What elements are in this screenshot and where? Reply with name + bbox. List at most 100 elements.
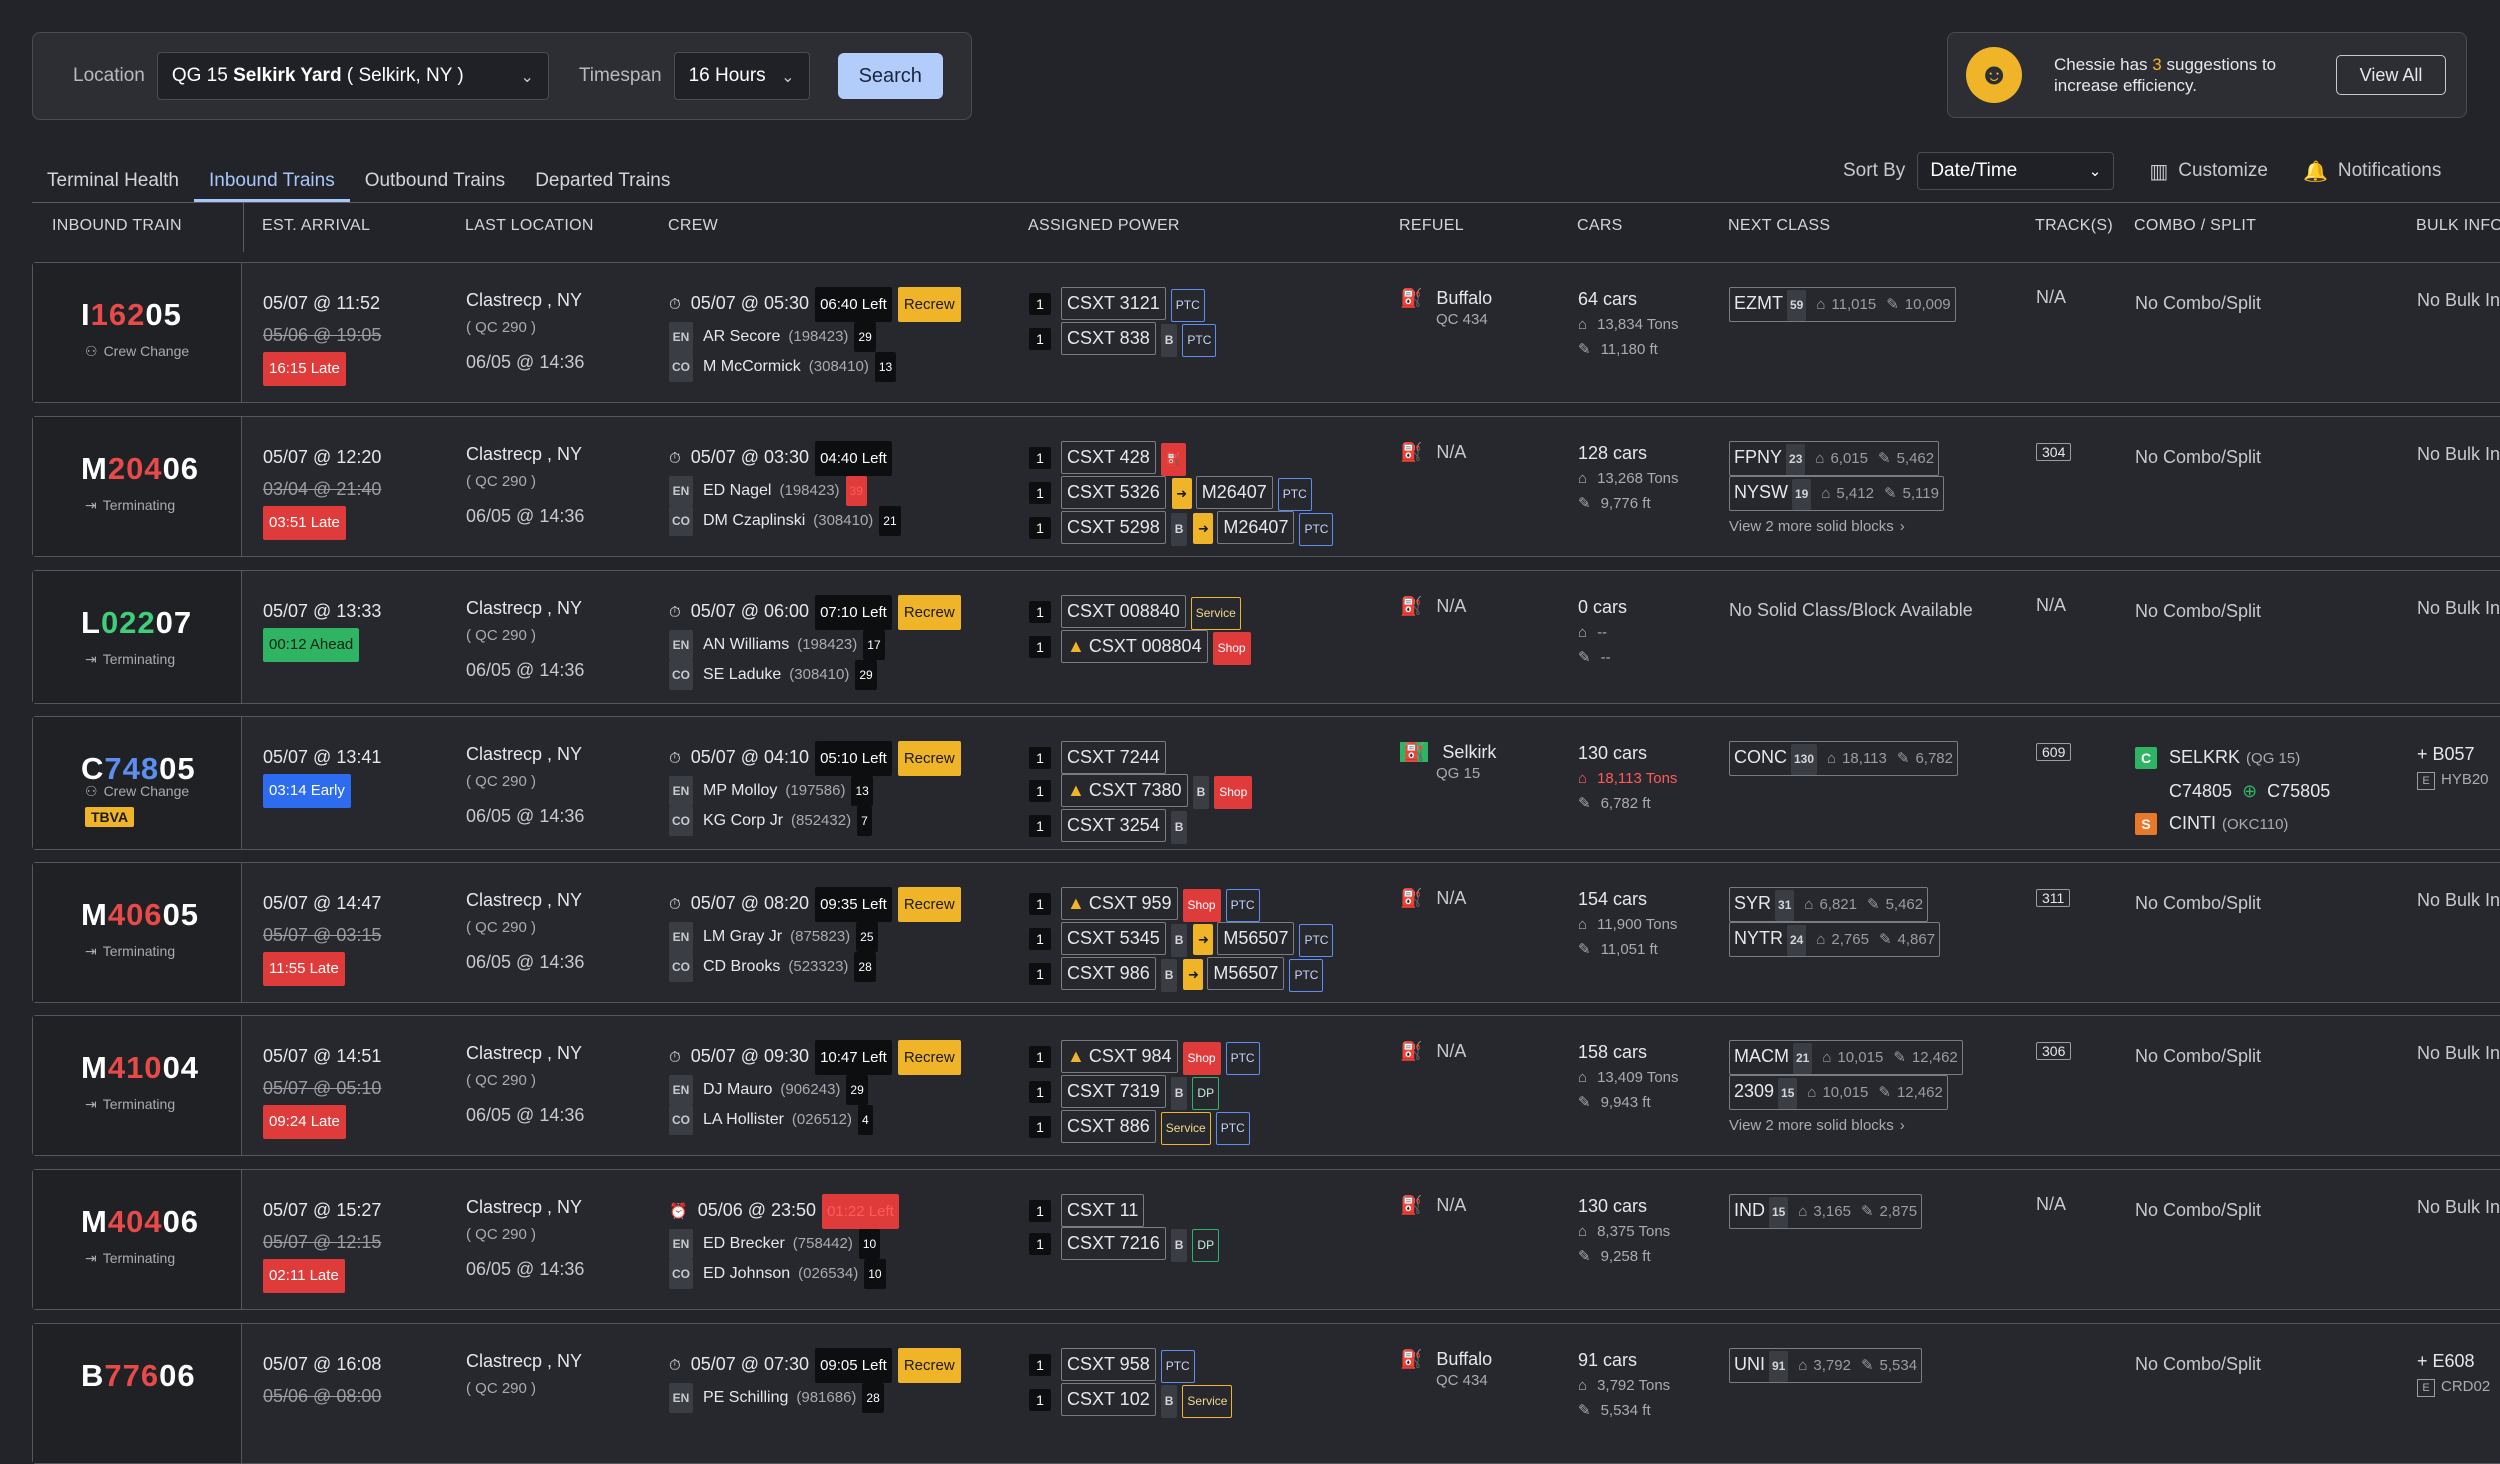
train-id[interactable]: M40406 bbox=[81, 1204, 199, 1240]
class-block[interactable]: CONC 130 ⌂ 18,113 ✎ 6,782 bbox=[1729, 741, 1958, 776]
locomotive-id[interactable]: CSXT 008840 bbox=[1061, 595, 1186, 628]
notifications-button[interactable]: 🔔 Notifications bbox=[2303, 159, 2441, 184]
tab-inbound-trains[interactable]: Inbound Trains bbox=[194, 160, 350, 202]
view-more-link[interactable]: View 2 more solid blocks › bbox=[1729, 511, 1944, 542]
locomotive-id[interactable]: CSXT 428 bbox=[1061, 441, 1156, 474]
class-car-count: 23 bbox=[1786, 444, 1806, 475]
locomotive-id[interactable]: CSXT 7319 bbox=[1061, 1075, 1166, 1108]
class-code: CONC bbox=[1734, 747, 1787, 767]
view-all-button[interactable]: View All bbox=[2336, 55, 2446, 95]
table-row[interactable]: B77606 05/07 @ 16:08 05/06 @ 08:00 Clastrec… bbox=[32, 1323, 2500, 1464]
tab-terminal-health[interactable]: Terminal Health bbox=[47, 170, 179, 191]
locomotive-id[interactable]: CSXT 7216 bbox=[1061, 1227, 1166, 1260]
conductor-row: CO KG Corp Jr (852432) 7 bbox=[669, 806, 961, 836]
train-id-cell[interactable]: B77606 bbox=[33, 1324, 242, 1463]
class-block[interactable]: FPNY 23 ⌂ 6,015 ✎ 5,462 bbox=[1729, 441, 1940, 476]
class-block[interactable]: 2309 15 ⌂ 10,015 ✎ 12,462 bbox=[1729, 1075, 1948, 1110]
locomotive-row[interactable]: 1 CSXT 5326 ➜ M26407 PTC bbox=[1029, 476, 1333, 511]
locomotive-row[interactable]: 1 CSXT 5345 B ➜ M56507 PTC bbox=[1029, 922, 1334, 957]
locomotive-id[interactable]: CSXT 11 bbox=[1061, 1194, 1145, 1227]
locomotive-id[interactable]: CSXT 5345 bbox=[1061, 922, 1166, 955]
customize-button[interactable]: ▥ Customize bbox=[2149, 159, 2268, 184]
bulk-info: + B057 bbox=[2417, 744, 2475, 764]
class-block[interactable]: NYSW 19 ⌂ 5,412 ✎ 5,119 bbox=[1729, 476, 1944, 511]
locomotive-row[interactable]: 1 CSXT 7244 bbox=[1029, 741, 1252, 774]
tab-outbound-trains[interactable]: Outbound Trains bbox=[364, 170, 506, 191]
locomotive-row[interactable]: 1 CSXT 5298 B ➜ M26407 PTC bbox=[1029, 511, 1334, 546]
table-row[interactable]: I16205 ⚇ Crew Change 05/07 @ 11:52 05/06 @ 1… bbox=[32, 262, 2500, 403]
locomotive-row[interactable]: 1 ▲ CSXT 959 Shop PTC bbox=[1029, 887, 1333, 922]
train-id-cell[interactable]: C74805 ⚇ Crew Change TBVA bbox=[33, 717, 242, 849]
class-block[interactable]: UNI 91 ⌂ 3,792 ✎ 5,534 bbox=[1729, 1348, 1923, 1383]
locomotive-id[interactable]: CSXT 958 bbox=[1061, 1348, 1156, 1381]
train-id[interactable]: M20406 bbox=[81, 451, 199, 487]
timespan-select[interactable]: 16 Hours ⌄ bbox=[673, 52, 810, 100]
table-row[interactable]: C74805 ⚇ Crew Change TBVA 05/07 @ 13:41 03:14… bbox=[32, 716, 2500, 850]
class-block[interactable]: EZMT 59 ⌂ 11,015 ✎ 10,009 bbox=[1729, 287, 1956, 322]
table-row[interactable]: M40605 ⇥ Terminating 05/07 @ 14:47 05/07 @ 0… bbox=[32, 862, 2500, 1003]
location-select[interactable]: QG 15 Selkirk Yard ( Selkirk, NY ) ⌄ bbox=[156, 52, 549, 100]
train-id[interactable]: L02207 bbox=[81, 605, 192, 641]
train-id[interactable]: C74805 bbox=[81, 751, 196, 787]
table-row[interactable]: L02207 ⇥ Terminating 05/07 @ 13:33 00:12 Ahe… bbox=[32, 570, 2500, 704]
train-id-cell[interactable]: I16205 ⚇ Crew Change bbox=[33, 263, 242, 402]
locomotive-row[interactable]: 1 ▲ CSXT 984 Shop PTC bbox=[1029, 1040, 1260, 1075]
locomotive-id[interactable]: CSXT 3254 bbox=[1061, 809, 1166, 842]
train-id-cell[interactable]: M41004 ⇥ Terminating bbox=[33, 1016, 242, 1155]
locomotive-row[interactable]: 1 CSXT 7216 B DP bbox=[1029, 1227, 1220, 1262]
combo-split-cell: No Combo/Split bbox=[2135, 1348, 2261, 1380]
tab-departed-trains[interactable]: Departed Trains bbox=[535, 170, 671, 191]
locomotive-id[interactable]: CSXT 838 bbox=[1061, 322, 1156, 355]
locomotive-id[interactable]: CSXT 3121 bbox=[1061, 287, 1166, 320]
train-id-cell[interactable]: L02207 ⇥ Terminating bbox=[33, 571, 242, 703]
locomotive-id[interactable]: CSXT 102 bbox=[1061, 1383, 1156, 1416]
train-id[interactable]: M41004 bbox=[81, 1050, 199, 1086]
locomotive-id[interactable]: CSXT 886 bbox=[1061, 1110, 1156, 1143]
locomotive-id[interactable]: ▲ CSXT 984 bbox=[1061, 1040, 1178, 1073]
class-block[interactable]: IND 15 ⌂ 3,165 ✎ 2,875 bbox=[1729, 1194, 1923, 1229]
table-row[interactable]: M40406 ⇥ Terminating 05/07 @ 15:27 05/07 @ 1… bbox=[32, 1169, 2500, 1310]
train-id[interactable]: M40605 bbox=[81, 897, 199, 933]
train-id[interactable]: B77606 bbox=[81, 1358, 196, 1394]
sort-select[interactable]: Date/Time ⌄ bbox=[1917, 152, 2115, 190]
crew-cell: ⏱ 05/07 @ 08:20 09:35 Left Recrew EN LM Gray … bbox=[669, 887, 961, 982]
locomotive-row[interactable]: 1 CSXT 102 B Service bbox=[1029, 1383, 1233, 1418]
locomotive-id[interactable]: CSXT 5326 bbox=[1061, 476, 1166, 509]
locomotive-row[interactable]: 1 CSXT 986 B ➜ M56507 PTC bbox=[1029, 957, 1333, 992]
locomotive-id[interactable]: ▲ CSXT 7380 bbox=[1061, 774, 1188, 807]
locomotive-id[interactable]: ▲ CSXT 959 bbox=[1061, 887, 1178, 920]
train-id-cell[interactable]: M40406 ⇥ Terminating bbox=[33, 1170, 242, 1309]
locomotive-row[interactable]: 1 CSXT 958 PTC bbox=[1029, 1348, 1232, 1383]
conductor-row: CO SE Laduke (308410) 29 bbox=[669, 660, 961, 690]
locomotive-row[interactable]: 1 CSXT 7319 B DP bbox=[1029, 1075, 1260, 1110]
locomotive-row[interactable]: 1 CSXT 008840 Service bbox=[1029, 595, 1251, 630]
locomotive-row[interactable]: 1 CSXT 11 bbox=[1029, 1194, 1219, 1227]
view-more-link[interactable]: View 2 more solid blocks › bbox=[1729, 1110, 1963, 1141]
table-row[interactable]: M41004 ⇥ Terminating 05/07 @ 14:51 05/07 @ 0… bbox=[32, 1015, 2500, 1156]
locomotive-row[interactable]: 1 ▲ CSXT 7380 B Shop bbox=[1029, 774, 1253, 809]
ruler-icon: ✎ bbox=[1878, 931, 1892, 948]
table-row[interactable]: M20406 ⇥ Terminating 05/07 @ 12:20 03/04 @ 2… bbox=[32, 416, 2500, 557]
b-unit-badge: B bbox=[1170, 811, 1188, 844]
locomotive-row[interactable]: 1 CSXT 428 ⛽ bbox=[1029, 441, 1333, 476]
locomotive-id[interactable]: CSXT 986 bbox=[1061, 957, 1156, 990]
class-block[interactable]: SYR 31 ⌂ 6,821 ✎ 5,462 bbox=[1729, 887, 1929, 922]
locomotive-row[interactable]: 1 CSXT 3254 B bbox=[1029, 809, 1252, 844]
locomotive-row[interactable]: 1 ▲ CSXT 008804 Shop bbox=[1029, 630, 1251, 665]
locomotive-row[interactable]: 1 CSXT 838 B PTC bbox=[1029, 322, 1217, 357]
train-id[interactable]: I16205 bbox=[81, 297, 182, 333]
col-next-class: NEXT CLASS bbox=[1728, 217, 1831, 234]
search-button[interactable]: Search bbox=[837, 53, 943, 99]
train-id-cell[interactable]: M20406 ⇥ Terminating bbox=[33, 417, 242, 556]
class-block[interactable]: MACM 21 ⌂ 10,015 ✎ 12,462 bbox=[1729, 1040, 1963, 1075]
original-arrival: 05/06 @ 08:00 bbox=[263, 1386, 382, 1406]
train-id-cell[interactable]: M40605 ⇥ Terminating bbox=[33, 863, 242, 1002]
delay-badge-wrap: 03:14 Early bbox=[263, 773, 381, 808]
locomotive-id[interactable]: ▲ CSXT 008804 bbox=[1061, 630, 1208, 663]
locomotive-id[interactable]: CSXT 7244 bbox=[1061, 741, 1166, 774]
ptc-badge: PTC bbox=[1215, 1112, 1250, 1145]
locomotive-id[interactable]: CSXT 5298 bbox=[1061, 511, 1166, 544]
class-block[interactable]: NYTR 24 ⌂ 2,765 ✎ 4,867 bbox=[1729, 922, 1941, 957]
locomotive-row[interactable]: 1 CSXT 3121 PTC bbox=[1029, 287, 1216, 322]
locomotive-row[interactable]: 1 CSXT 886 Service PTC bbox=[1029, 1110, 1260, 1145]
